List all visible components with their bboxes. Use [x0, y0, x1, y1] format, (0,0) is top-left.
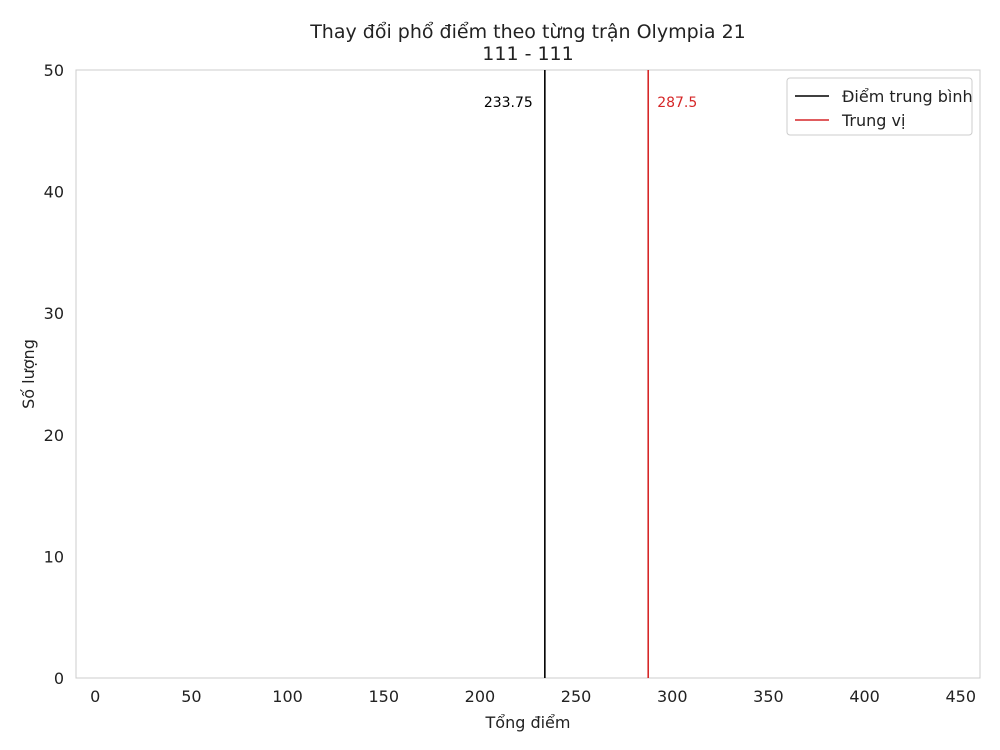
- x-tick-label: 100: [272, 687, 303, 706]
- x-tick-group: 0 50 100 150 200 250 300 350 400 450: [90, 687, 976, 706]
- x-tick-label: 450: [945, 687, 976, 706]
- x-tick-label: 300: [657, 687, 688, 706]
- x-tick-label: 400: [849, 687, 880, 706]
- x-tick-label: 0: [90, 687, 100, 706]
- median-value-label: 287.5: [657, 95, 697, 111]
- y-tick-label: 0: [54, 669, 64, 688]
- legend-label-median: Trung vị: [841, 111, 905, 130]
- mean-value-label: 233.75: [484, 95, 533, 111]
- x-axis-label: Tổng điểm: [485, 713, 571, 732]
- reference-line-group: 233.75 287.5: [484, 70, 697, 678]
- y-tick-label: 30: [44, 304, 64, 323]
- legend-label-mean: Điểm trung bình: [842, 87, 973, 106]
- y-tick-label: 50: [44, 61, 64, 80]
- x-tick-label: 350: [753, 687, 784, 706]
- x-tick-label: 50: [181, 687, 201, 706]
- legend: Điểm trung bình Trung vị: [786, 77, 973, 136]
- legend-box: [786, 77, 973, 136]
- x-tick-label: 200: [465, 687, 496, 706]
- y-axis-label: Số lượng: [19, 339, 38, 409]
- chart-title: Thay đổi phổ điểm theo từng trận Olympia…: [309, 21, 746, 43]
- y-tick-group: 0 10 20 30 40 50: [44, 61, 64, 688]
- y-tick-label: 10: [44, 547, 64, 566]
- x-tick-label: 150: [368, 687, 399, 706]
- y-tick-label: 20: [44, 426, 64, 445]
- plot-area-frame: [75, 69, 981, 679]
- chart-subtitle: 111 - 111: [482, 43, 573, 65]
- x-tick-label: 250: [561, 687, 592, 706]
- y-tick-label: 40: [44, 183, 64, 202]
